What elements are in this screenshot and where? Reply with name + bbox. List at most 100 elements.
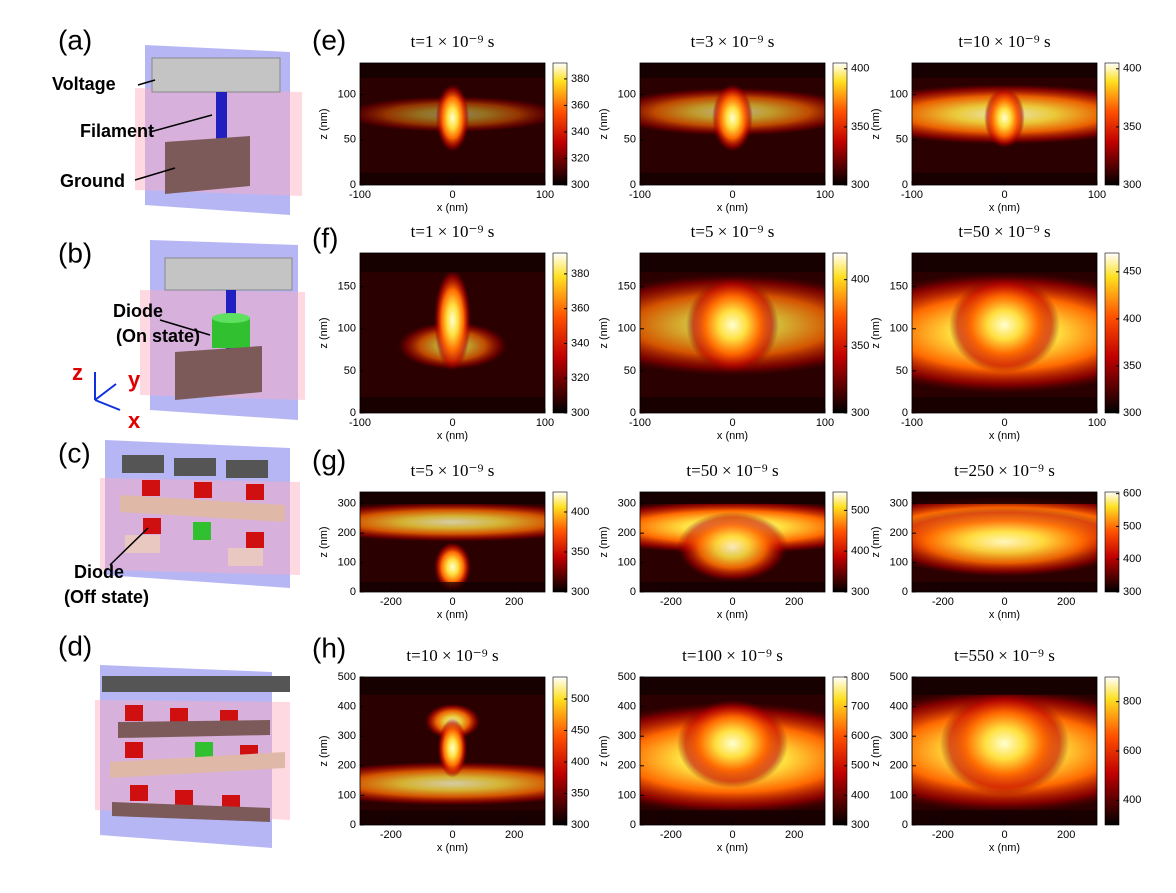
colorbar — [1104, 62, 1120, 186]
x-tick-label: 0 — [1001, 417, 1007, 429]
colorbar-tick-label: 340 — [571, 126, 589, 138]
x-tick-label: 0 — [449, 829, 455, 841]
heatmap-glow — [686, 277, 779, 373]
colorbar-tick-label: 350 — [1123, 360, 1141, 372]
x-tick-label: 100 — [536, 417, 554, 429]
y-tick-label: 0 — [902, 586, 908, 598]
colorbar-tick-label: 380 — [571, 73, 589, 85]
y-tick-label: 200 — [338, 527, 356, 539]
colorbar-tick-label: 350 — [851, 340, 869, 352]
colorbar-tick-label: 450 — [1123, 266, 1141, 278]
y-tick-label: 500 — [618, 671, 636, 683]
annotation: Ground — [60, 171, 125, 191]
heatmap — [912, 492, 1097, 592]
chart-title: t=100 × 10⁻⁹ s — [682, 646, 783, 665]
heatmap-edge — [360, 810, 545, 825]
y-axis-label: z (nm) — [598, 526, 610, 557]
colorbar-tick-label: 400 — [1123, 553, 1141, 565]
x-tick-label: -200 — [660, 596, 682, 608]
x-axis-label: x (nm) — [717, 842, 748, 854]
heatmap-edge — [912, 810, 1097, 825]
colorbar-tick-label: 400 — [851, 789, 869, 801]
y-tick-label: 200 — [618, 760, 636, 772]
colorbar-tick-label: 400 — [1123, 63, 1141, 75]
heatmap-glow — [939, 691, 1070, 796]
y-axis-label: z (nm) — [598, 108, 610, 139]
y-tick-label: 300 — [890, 730, 908, 742]
colorbar-tick-label: 300 — [851, 179, 869, 191]
y-tick-label: 100 — [618, 89, 636, 101]
x-tick-label: -200 — [380, 829, 402, 841]
x-tick-label: 0 — [1001, 189, 1007, 201]
y-tick-label: 200 — [890, 760, 908, 772]
colorbar-tick-label: 300 — [571, 586, 589, 598]
colorbar-tick-label: 300 — [1123, 179, 1141, 191]
y-axis-label: z (nm) — [870, 526, 882, 557]
heatmap — [912, 63, 1097, 185]
heatmap-glow — [434, 542, 471, 592]
x-tick-label: 200 — [1057, 829, 1075, 841]
y-tick-label: 100 — [890, 556, 908, 568]
x-tick-label: 100 — [1088, 189, 1106, 201]
x-tick-label: 0 — [449, 596, 455, 608]
colorbar-tick-label: 600 — [851, 730, 869, 742]
chart-title: t=50 × 10⁻⁹ s — [686, 461, 778, 480]
x-tick-label: 200 — [1057, 596, 1075, 608]
x-tick-label: -200 — [932, 829, 954, 841]
y-tick-label: 300 — [338, 498, 356, 510]
y-tick-label: 0 — [630, 819, 636, 831]
chart-title: t=10 × 10⁻⁹ s — [958, 32, 1050, 51]
colorbar-tick-label: 400 — [851, 274, 869, 286]
x-axis-label: x (nm) — [717, 430, 748, 442]
heatmap — [360, 253, 545, 413]
x-tick-label: 200 — [505, 596, 523, 608]
x-tick-label: -200 — [932, 596, 954, 608]
colorbar-tick-label: 300 — [851, 407, 869, 419]
heatmap-edge — [912, 253, 1097, 273]
heatmap — [360, 63, 545, 185]
x-tick-label: -200 — [380, 596, 402, 608]
y-axis-label: z (nm) — [870, 317, 882, 348]
colorbar-tick-label: 320 — [571, 372, 589, 384]
y-axis-label: z (nm) — [870, 108, 882, 139]
colorbar-tick-label: 450 — [571, 724, 589, 736]
y-tick-label: 300 — [618, 498, 636, 510]
x-tick-label: 0 — [729, 417, 735, 429]
colorbar-tick-label: 380 — [571, 268, 589, 280]
schematic-b — [94, 240, 305, 420]
colorbar-tick-label: 400 — [1123, 313, 1141, 325]
heatmap-edge — [912, 63, 1097, 78]
schematic-a — [134, 45, 302, 215]
colorbar — [552, 252, 568, 414]
heatmap-edge — [360, 677, 545, 695]
colorbar-tick-label: 700 — [851, 701, 869, 713]
heatmap-edge — [640, 172, 825, 185]
colorbar-tick-label: 400 — [851, 545, 869, 557]
colorbar-tick-label: 300 — [1123, 586, 1141, 598]
chart-title: t=550 × 10⁻⁹ s — [954, 646, 1055, 665]
colorbar-tick-label: 350 — [1123, 121, 1141, 133]
colorbar-tick-label: 300 — [571, 407, 589, 419]
heatmap-glow — [360, 502, 545, 542]
x-tick-label: -100 — [349, 417, 371, 429]
heatmap-glow — [677, 699, 788, 788]
y-axis-label: z (nm) — [318, 526, 330, 557]
y-tick-label: 400 — [890, 701, 908, 713]
x-tick-label: -100 — [349, 189, 371, 201]
heatmap — [640, 253, 825, 413]
annotation: (Off state) — [64, 587, 149, 607]
heatmap-edge — [912, 582, 1097, 592]
colorbar-tick-label: 800 — [851, 671, 869, 683]
chart-title: t=1 × 10⁻⁹ s — [411, 32, 495, 51]
colorbar — [552, 676, 568, 826]
panel-label: (c) — [58, 437, 91, 468]
x-tick-label: 200 — [785, 829, 803, 841]
x-axis-label: x (nm) — [437, 430, 468, 442]
x-tick-label: -100 — [901, 417, 923, 429]
y-axis-label: z (nm) — [318, 735, 330, 766]
annotation: Diode — [74, 562, 124, 582]
colorbar-tick-label: 600 — [1123, 745, 1141, 757]
x-axis-label: x (nm) — [437, 202, 468, 214]
x-axis-label: x (nm) — [717, 202, 748, 214]
